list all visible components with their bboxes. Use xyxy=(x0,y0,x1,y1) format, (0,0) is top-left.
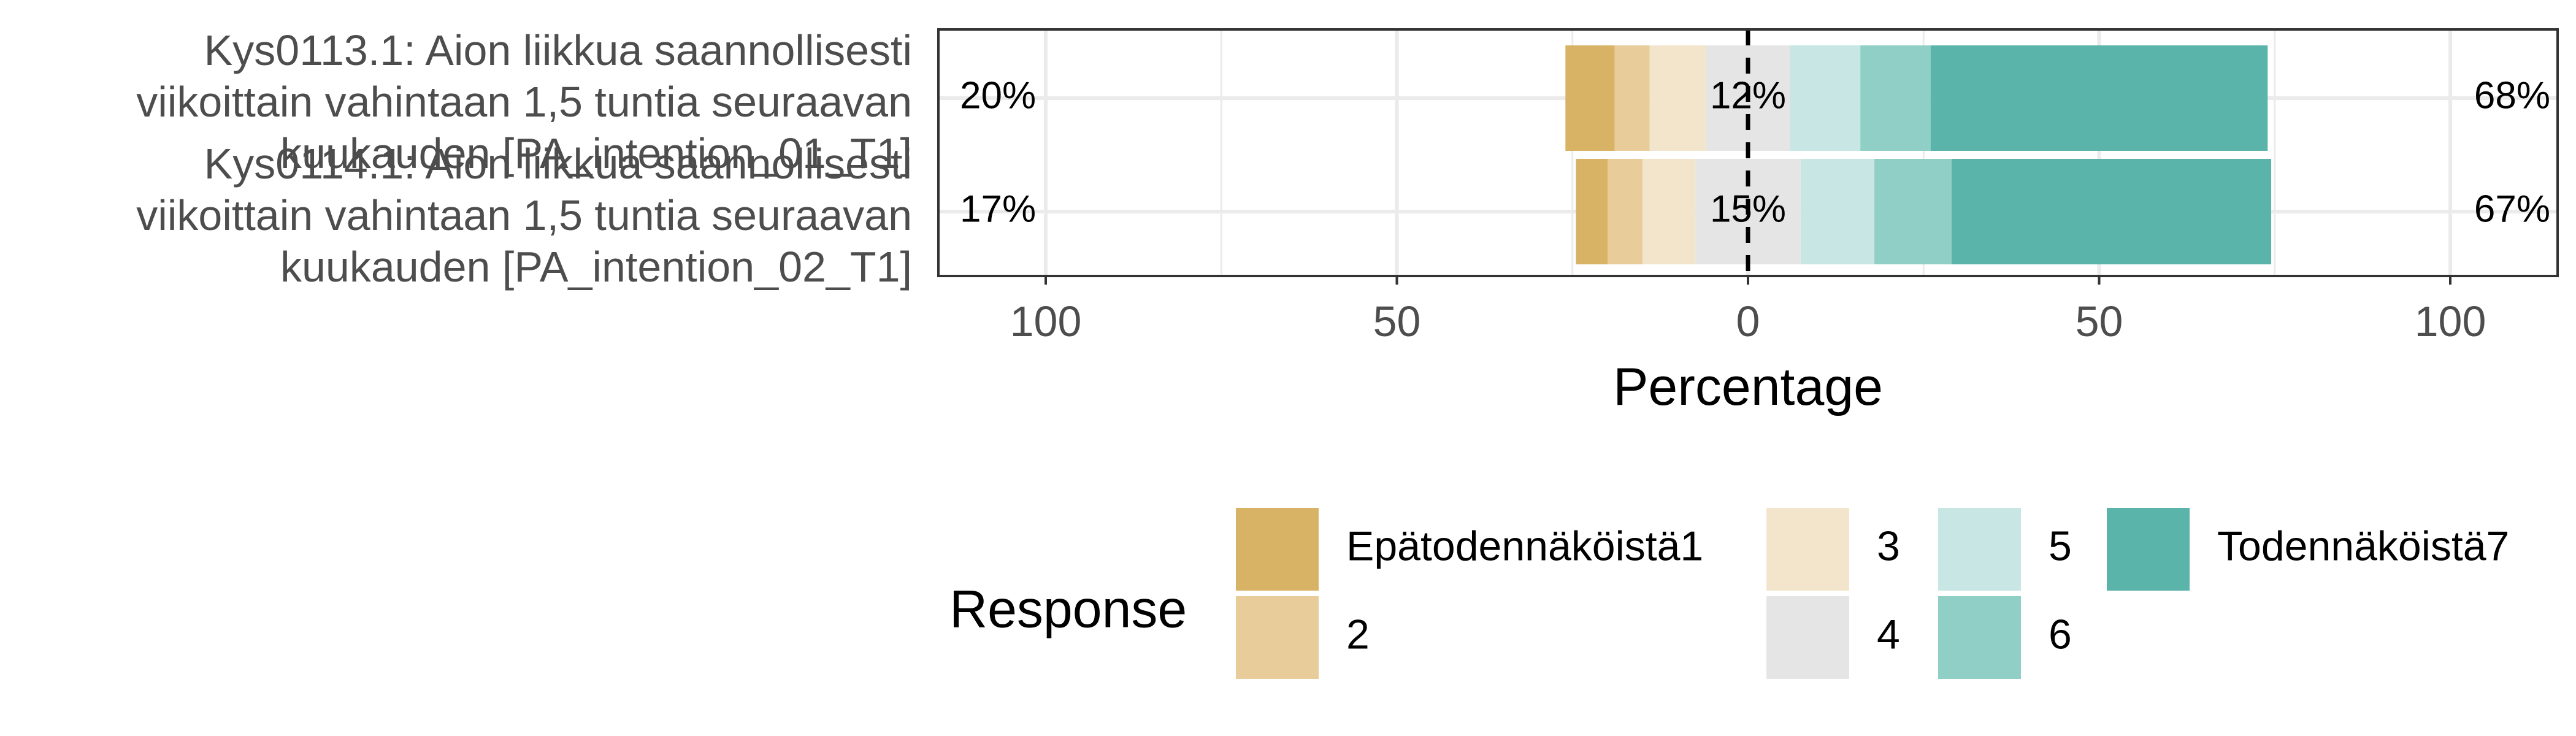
legend-label: 3 xyxy=(1877,523,1900,569)
legend-title: Response xyxy=(949,580,1187,639)
bar-segment xyxy=(1930,45,2268,151)
legend-swatch xyxy=(1766,596,1849,679)
legend-swatch xyxy=(1236,508,1319,591)
legend-label: 4 xyxy=(1877,611,1900,657)
bar-segment xyxy=(1565,45,1615,151)
y-axis-label: Kys0114.1: Aion liikkua saannollisesti vi… xyxy=(136,140,912,291)
bar-segment xyxy=(1576,159,1608,264)
legend-swatch xyxy=(2107,508,2190,591)
low-percent-label: 20% xyxy=(960,74,1036,117)
y-axis-label-line: kuukauden [PA_intention_02_T1] xyxy=(280,243,912,291)
bar-segment xyxy=(1800,159,1875,264)
bar-segment xyxy=(1952,159,2272,264)
x-axis-ticks: 100 50 0 50 100 xyxy=(1010,276,2486,345)
legend-label: 5 xyxy=(2049,523,2072,569)
bar-segment xyxy=(1614,45,1650,151)
x-tick-label: 100 xyxy=(1010,297,1082,345)
y-axis-label-line: viikoittain vahintaan 1,5 tuntia seuraav… xyxy=(136,191,912,239)
bar-segment xyxy=(1608,159,1643,264)
bar-segment xyxy=(1643,159,1696,264)
high-percent-label: 67% xyxy=(2474,188,2550,230)
y-axis-label: Kys0113.1: Aion liikkua saannollisesti vi… xyxy=(136,26,912,177)
y-axis-label-line: Kys0114.1: Aion liikkua saannollisesti xyxy=(204,140,912,188)
legend-swatch xyxy=(1766,508,1849,591)
legend: Epätodennäköistä1 2 3 4 5 6 Todennäköistä7 xyxy=(1236,508,2509,679)
legend-swatch xyxy=(1236,596,1319,679)
y-axis-label-line: kuukauden [PA_intention_01_T1] xyxy=(280,129,912,177)
legend-label: Epätodennäköistä1 xyxy=(1346,523,1703,569)
y-axis-label-line: viikoittain vahintaan 1,5 tuntia seuraav… xyxy=(136,78,912,126)
legend-swatch xyxy=(1938,508,2021,591)
x-tick-label: 50 xyxy=(2076,297,2123,345)
x-tick-label: 100 xyxy=(2415,297,2486,345)
y-axis-label-line: Kys0113.1: Aion liikkua saannollisesti xyxy=(204,26,912,74)
legend-label: Todennäköistä7 xyxy=(2217,523,2509,569)
legend-label: 6 xyxy=(2049,611,2072,657)
legend-swatch xyxy=(1938,596,2021,679)
y-axis-labels: Kys0113.1: Aion liikkua saannollisesti vi… xyxy=(136,26,912,291)
x-tick-label: 0 xyxy=(1736,297,1760,345)
legend-label: 2 xyxy=(1346,611,1370,657)
x-tick-label: 50 xyxy=(1373,297,1421,345)
low-percent-label: 17% xyxy=(960,188,1036,230)
bar-segment xyxy=(1874,159,1952,264)
bar-segment xyxy=(1790,45,1861,151)
high-percent-label: 68% xyxy=(2474,74,2550,117)
x-axis-title: Percentage xyxy=(1613,358,1883,416)
bar-segment xyxy=(1649,45,1706,151)
bar-segment xyxy=(1860,45,1931,151)
